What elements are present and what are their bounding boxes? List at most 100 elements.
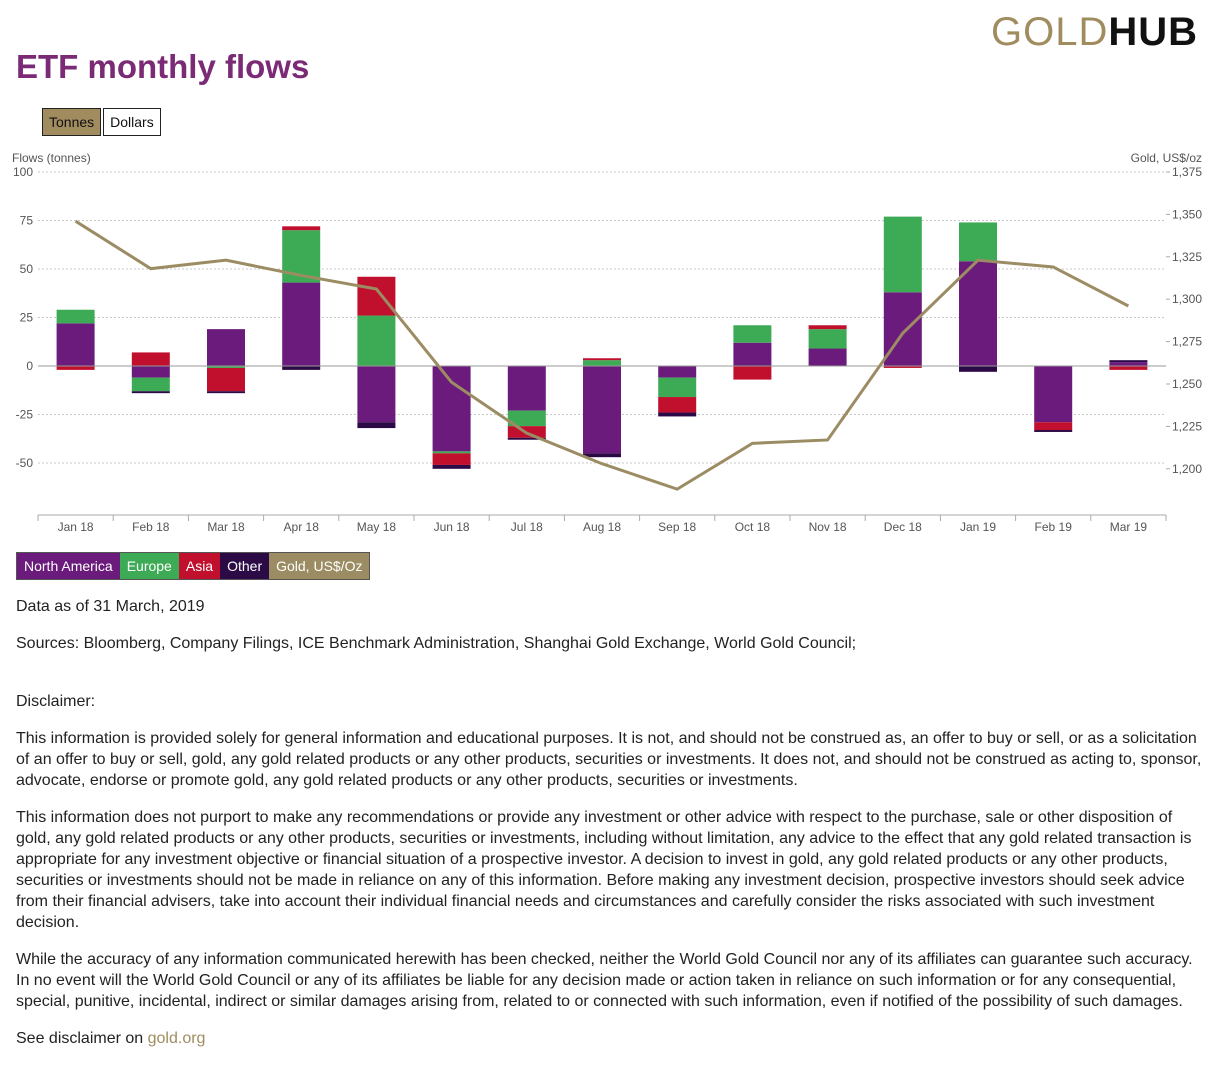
bar-north-america	[658, 366, 697, 378]
bar-other	[357, 422, 396, 429]
x-tick-label: Mar 19	[1110, 520, 1148, 534]
x-tick-label: Nov 18	[809, 520, 847, 534]
x-tick-label: Jul 18	[511, 520, 543, 534]
see-disclaimer-text: See disclaimer on	[16, 1030, 144, 1047]
bar-other	[1109, 360, 1148, 363]
bar-north-america	[808, 348, 847, 366]
y-right-tick-label: 1,300	[1172, 292, 1202, 306]
y-right-tick-label: 1,225	[1172, 419, 1202, 433]
disclaimer-paragraph-2: This information does not purport to mak…	[16, 809, 1192, 931]
bar-europe	[131, 377, 170, 392]
bar-europe	[357, 315, 396, 366]
bar-europe	[733, 325, 772, 343]
x-tick-label: Feb 19	[1035, 520, 1073, 534]
bar-north-america	[207, 329, 245, 366]
footer: Data as of 31 March, 2019 Sources: Bloom…	[16, 596, 1202, 1065]
logo-gold-text: GOLD	[990, 10, 1109, 54]
goldhub-logo[interactable]: GOLDHUB	[991, 10, 1198, 54]
y-left-axis-label: Flows (tonnes)	[12, 151, 91, 165]
legend-gold[interactable]: Gold, US$/Oz	[269, 553, 370, 579]
gold-price-polyline	[74, 219, 1130, 491]
bar-europe	[507, 410, 546, 427]
bar-europe	[583, 360, 621, 366]
legend-asia[interactable]: Asia	[178, 553, 221, 579]
bars	[56, 216, 1148, 469]
bar-asia	[282, 226, 321, 231]
legend-other[interactable]: Other	[220, 553, 270, 579]
x-tick-label: Sep 18	[658, 520, 696, 534]
disclaimer-paragraph-1: This information is provided solely for …	[16, 730, 1202, 789]
bar-north-america	[583, 366, 621, 454]
bar-europe	[658, 377, 697, 398]
y-left-tick-label: -50	[16, 456, 34, 470]
x-tick-label: Jun 18	[434, 520, 470, 534]
bar-europe	[56, 309, 95, 324]
x-tick-label: Aug 18	[583, 520, 621, 534]
y-right-tick-label: 1,250	[1172, 377, 1202, 391]
legend-europe[interactable]: Europe	[119, 553, 179, 579]
y-right-tick-label: 1,375	[1172, 165, 1202, 179]
y-right-tick-label: 1,350	[1172, 207, 1202, 221]
logo-hub-text: HUB	[1108, 10, 1198, 54]
bar-europe	[883, 216, 922, 293]
page-title: ETF monthly flows	[16, 48, 310, 85]
bar-north-america	[357, 366, 396, 423]
bar-other	[507, 437, 546, 440]
y-right-tick-label: 1,275	[1172, 335, 1202, 349]
bar-asia	[56, 366, 95, 370]
bar-other	[207, 391, 245, 394]
bar-other	[583, 453, 621, 458]
y-left-tick-label: -25	[16, 408, 34, 422]
x-axis: Jan 18 Feb 18 Mar 18 Apr 18 May 18 Jun 18 Jul …	[37, 514, 1167, 534]
bar-north-america	[56, 323, 95, 366]
tonnes-button[interactable]: Tonnes	[42, 108, 102, 136]
sources: Sources: Bloomberg, Company Filings, ICE…	[16, 635, 857, 652]
bar-asia	[1034, 422, 1073, 431]
bar-other	[1034, 430, 1073, 432]
bar-north-america	[1034, 366, 1073, 423]
legend-north-america[interactable]: North America	[17, 553, 120, 579]
bar-north-america	[432, 366, 471, 452]
bar-asia	[1109, 366, 1148, 370]
bar-north-america	[282, 282, 321, 366]
bar-asia	[432, 453, 471, 465]
x-tick-label: Oct 18	[735, 520, 771, 534]
bar-north-america	[883, 292, 922, 366]
x-tick-label: Feb 18	[132, 520, 170, 534]
bar-asia	[357, 276, 396, 316]
unit-toggle: Tonnes Dollars	[42, 108, 161, 136]
y-left-tick-label: 0	[26, 359, 33, 373]
bar-other	[432, 464, 471, 469]
bar-asia	[808, 325, 847, 330]
bar-north-america	[131, 366, 170, 378]
dollars-button[interactable]: Dollars	[103, 108, 161, 136]
x-tick-label: Jan 19	[960, 520, 996, 534]
bar-north-america	[507, 366, 546, 411]
bar-other	[658, 412, 697, 417]
y-left-axis: 100 75 50 25 0 -25 -50	[13, 165, 33, 470]
x-tick-label: Dec 18	[884, 520, 922, 534]
bar-other	[959, 366, 997, 372]
disclaimer-heading: Disclaimer:	[16, 693, 96, 710]
bar-asia	[733, 366, 772, 380]
data-as-of: Data as of 31 March, 2019	[16, 598, 205, 615]
bar-asia	[883, 366, 922, 368]
etf-flows-chart: Flows (tonnes) Gold, US$/oz Jan 18 Feb 18…	[12, 151, 1202, 534]
y-left-tick-label: 50	[20, 262, 34, 276]
bar-europe	[432, 451, 471, 454]
y-right-tick-label: 1,200	[1172, 462, 1202, 476]
bar-north-america	[1109, 362, 1148, 366]
gold-org-link[interactable]: gold.org	[147, 1030, 206, 1047]
x-tick-label: Mar 18	[207, 520, 245, 534]
y-right-axis: 1,375 1,350 1,325 1,300 1,275 1,250 1,225 1,200	[1166, 165, 1202, 476]
bar-north-america	[733, 342, 772, 366]
y-right-tick-label: 1,325	[1172, 250, 1202, 264]
bar-other	[282, 366, 321, 370]
x-tick-label: Jan 18	[58, 520, 94, 534]
bar-europe	[808, 329, 847, 349]
y-left-tick-label: 75	[20, 214, 34, 228]
chart-legend: North America Europe Asia Other Gold, US…	[16, 552, 371, 580]
x-tick-label: Apr 18	[284, 520, 320, 534]
bar-asia	[583, 358, 621, 361]
disclaimer-spacer	[16, 670, 1202, 691]
